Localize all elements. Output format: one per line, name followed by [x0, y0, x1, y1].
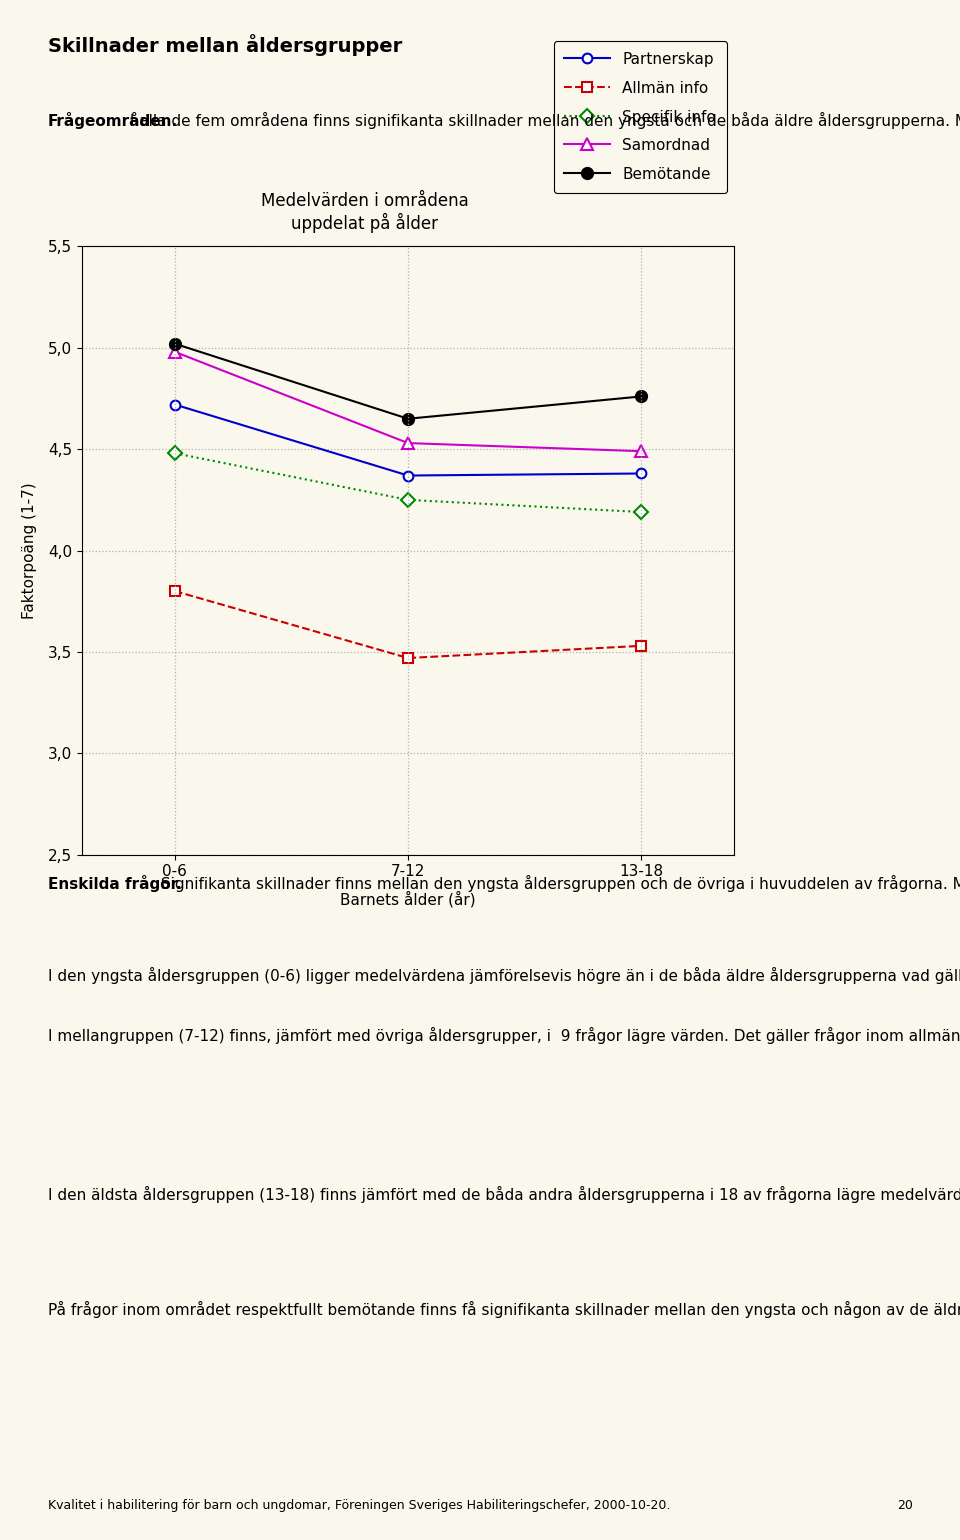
Text: Frågeområden.: Frågeområden. — [48, 112, 179, 129]
Samordnad — [169, 342, 180, 360]
Partnerskap — [402, 467, 414, 485]
Specifik info — [402, 491, 414, 510]
Bemötande — [402, 410, 414, 428]
Text: Medelvärden i områdena
uppdelat på ålder: Medelvärden i områdena uppdelat på ålder — [261, 192, 468, 233]
Allmän info — [636, 636, 647, 654]
Partnerskap — [636, 464, 647, 482]
Text: Skillnader mellan åldersgrupper: Skillnader mellan åldersgrupper — [48, 34, 402, 57]
Line: Allmän info: Allmän info — [170, 587, 646, 662]
Text: I den yngsta åldersgruppen (0-6) ligger medelvärdena jämförelsevis högre än i de: I den yngsta åldersgruppen (0-6) ligger … — [48, 967, 960, 984]
Text: I alla de fem områdena finns signifikanta skillnader mellan den yngsta och de bå: I alla de fem områdena finns signifikant… — [125, 112, 960, 129]
Samordnad — [636, 442, 647, 460]
Line: Samordnad: Samordnad — [169, 346, 647, 457]
Specifik info — [636, 502, 647, 521]
Samordnad — [402, 434, 414, 453]
Legend: Partnerskap, Allmän info, Specifik info, Samordnad, Bemötande: Partnerskap, Allmän info, Specifik info,… — [554, 42, 727, 192]
Allmän info — [169, 582, 180, 601]
Text: Enskilda frågor.: Enskilda frågor. — [48, 875, 181, 892]
Bemötande — [169, 334, 180, 353]
Text: 20: 20 — [898, 1500, 914, 1512]
Bemötande — [636, 387, 647, 405]
Text: Signifikanta skillnader finns mellan den yngsta åldersgruppen och de övriga i hu: Signifikanta skillnader finns mellan den… — [156, 875, 960, 892]
Allmän info — [402, 648, 414, 667]
Line: Bemötande: Bemötande — [169, 339, 647, 425]
Specifik info — [169, 444, 180, 462]
Partnerskap — [169, 396, 180, 414]
Text: I den äldsta åldersgruppen (13-18) finns jämfört med de båda andra åldersgrupper: I den äldsta åldersgruppen (13-18) finns… — [48, 1186, 960, 1203]
Text: I mellangruppen (7-12) finns, jämfört med övriga åldersgrupper, i  9 frågor lägr: I mellangruppen (7-12) finns, jämfört me… — [48, 1027, 960, 1044]
Text: Kvalitet i habilitering för barn och ungdomar, Föreningen Sveriges Habiliterings: Kvalitet i habilitering för barn och ung… — [48, 1500, 670, 1512]
Line: Specifik info: Specifik info — [170, 448, 646, 517]
Y-axis label: Faktorpoäng (1-7): Faktorpoäng (1-7) — [21, 482, 36, 619]
X-axis label: Barnets ålder (år): Barnets ålder (år) — [340, 890, 476, 907]
Line: Partnerskap: Partnerskap — [170, 400, 646, 480]
Text: På frågor inom området respektfullt bemötande finns få signifikanta skillnader m: På frågor inom området respektfullt bemö… — [48, 1301, 960, 1318]
